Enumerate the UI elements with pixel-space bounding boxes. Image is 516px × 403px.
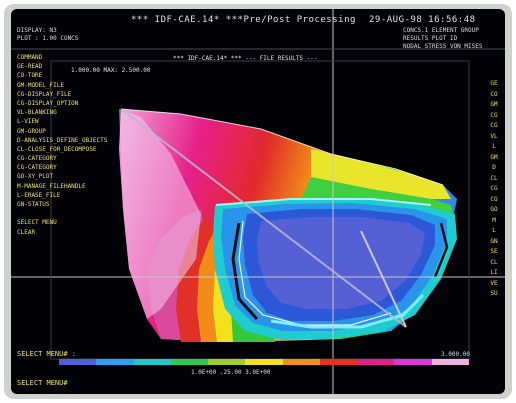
menu-item-category-2[interactable]: CG-CATEGORY	[17, 164, 57, 172]
right-menu-item[interactable]: CG	[490, 111, 498, 119]
scale-max-label: 3.000.00	[441, 351, 470, 358]
right-menu-item[interactable]: GN	[490, 237, 498, 245]
contour-line-dark	[231, 222, 259, 321]
right-menu-item[interactable]: CL	[490, 174, 498, 182]
colorbar-segment	[394, 359, 433, 365]
right-menu-item[interactable]: VE	[490, 279, 498, 287]
menu-item-blanking[interactable]: VL-BLANKING	[17, 109, 57, 117]
menu-item-analysis-define[interactable]: D-ANALYSIS_DEFINE_OBJECTS	[17, 136, 108, 144]
menu-item-view[interactable]: L-VIEW	[17, 118, 39, 126]
right-menu-item[interactable]: D	[492, 164, 496, 171]
menu-item-clear[interactable]: CLEAR	[17, 228, 36, 236]
right-menu-item[interactable]: CG	[490, 185, 498, 192]
select-menu-prompt[interactable]: SELECT MENU# :	[17, 350, 77, 358]
fem-contour-plot[interactable]	[11, 9, 505, 394]
right-menu-item[interactable]: M	[492, 216, 496, 224]
right-menu-item[interactable]: GE	[490, 80, 498, 87]
window-title: *** IDF-CAE.14* ***Pre/Post Processing	[131, 15, 356, 25]
colorbar-segment	[133, 359, 172, 365]
menu-spacer	[17, 209, 167, 218]
contour-line-white	[238, 220, 392, 326]
results-plot-id: RESULTS PLOT ID	[403, 35, 458, 42]
menu-item-category-1[interactable]: CG-CATEGORY	[17, 155, 57, 163]
menu-item-close-decompose[interactable]: CL-CLOSE_FOR_DECOMPOSE	[17, 145, 97, 153]
colorbar-segment	[170, 359, 209, 365]
menu-item-erase-file[interactable]: L-ERASE_FILE	[17, 191, 61, 199]
element-group-info: CONCS.1 ELEMENT GROUP	[403, 27, 479, 34]
menu-title: COMMAND	[17, 54, 43, 61]
display-info: DISPLAY: N3	[17, 27, 57, 34]
right-menu-item[interactable]: SE	[490, 248, 498, 255]
right-menu-item[interactable]: L	[492, 143, 496, 150]
colorbar-segment	[319, 359, 358, 365]
right-menu-item[interactable]: GM	[490, 153, 498, 161]
right-menu-item[interactable]: CO	[490, 90, 498, 98]
colorbar-segment	[208, 359, 246, 365]
plot-info: PLOT : 1.00 CONCS	[17, 35, 79, 42]
menu-item-display-option[interactable]: CG-DISPLAY_OPTION	[17, 99, 79, 107]
right-command-menu: GE CO GM CG CG VL L GM D CL CG CG GO M L…	[485, 79, 503, 300]
menu-item-group[interactable]: GM-GROUP	[17, 127, 46, 135]
menu-item-status[interactable]: GN-STATUS	[17, 201, 50, 208]
left-command-menu: COMMAND GE-READ CO-TORE GM-MODEL_FILE CG…	[17, 53, 167, 237]
right-menu-item[interactable]: L	[492, 227, 496, 234]
menu-item-xy-plot[interactable]: GO-XY_PLOT	[17, 173, 54, 181]
plot-title: *** IDF-CAE.14* *** --- FILE RESULTS ---	[173, 55, 318, 62]
right-menu-item[interactable]: GO	[490, 206, 498, 213]
right-menu-item[interactable]: LI	[490, 269, 498, 276]
colorbar-segment	[245, 359, 284, 365]
contour-line-cyan	[270, 293, 425, 329]
colorbar-segment	[431, 359, 470, 365]
right-menu-item[interactable]: CG	[490, 195, 498, 203]
core-low-stress	[257, 217, 425, 309]
colorbar-caption: 1.0E+00 .25.00 3.0E+00	[191, 369, 271, 376]
colorbar-segment	[96, 359, 135, 365]
right-menu-item[interactable]: CL	[490, 258, 498, 266]
probe-line-2	[360, 230, 407, 328]
menu-item-model-file[interactable]: GM-MODEL_FILE	[17, 81, 64, 89]
menu-item-ge-read[interactable]: GE-READ	[17, 63, 43, 71]
menu-item-display-file[interactable]: CG-DISPLAY_FILE	[17, 90, 72, 98]
right-menu-item[interactable]: SU	[490, 290, 498, 297]
datetime: 29-AUG-98 16:56:48	[369, 15, 476, 25]
upper-right-yellow-band	[311, 149, 451, 199]
cad-screen: *** IDF-CAE.14* ***Pre/Post Processing 2…	[11, 9, 505, 394]
right-menu-item[interactable]: GM	[490, 101, 498, 108]
colorbar-segment	[59, 359, 97, 365]
menu-item-manage-filehandle[interactable]: M-MANAGE_FILEHANDLE	[17, 182, 86, 190]
right-menu-item[interactable]: CG	[490, 122, 498, 129]
selection-overlay	[119, 109, 201, 319]
color-scale-bar	[59, 359, 470, 365]
right-menu-item[interactable]: VL	[490, 132, 498, 140]
colorbar-segment	[282, 359, 321, 365]
mesh-top-cyan-strip	[215, 198, 432, 206]
stress-type-info: NODAL STRESS VON MISES	[403, 43, 483, 50]
menu-item-select-menu[interactable]: SELECT MENU	[17, 219, 57, 227]
colorbar-segment	[357, 359, 395, 365]
contour-line-dark-right	[433, 222, 449, 278]
probe-line	[120, 108, 407, 328]
mesh-outline	[120, 108, 444, 186]
plot-subtitle: 1.000.00 MAX: 2.500.00	[71, 67, 151, 74]
select-menu-input[interactable]: SELECT MENU#	[17, 379, 68, 387]
menu-item-co-tore[interactable]: CO-TORE	[17, 72, 43, 80]
